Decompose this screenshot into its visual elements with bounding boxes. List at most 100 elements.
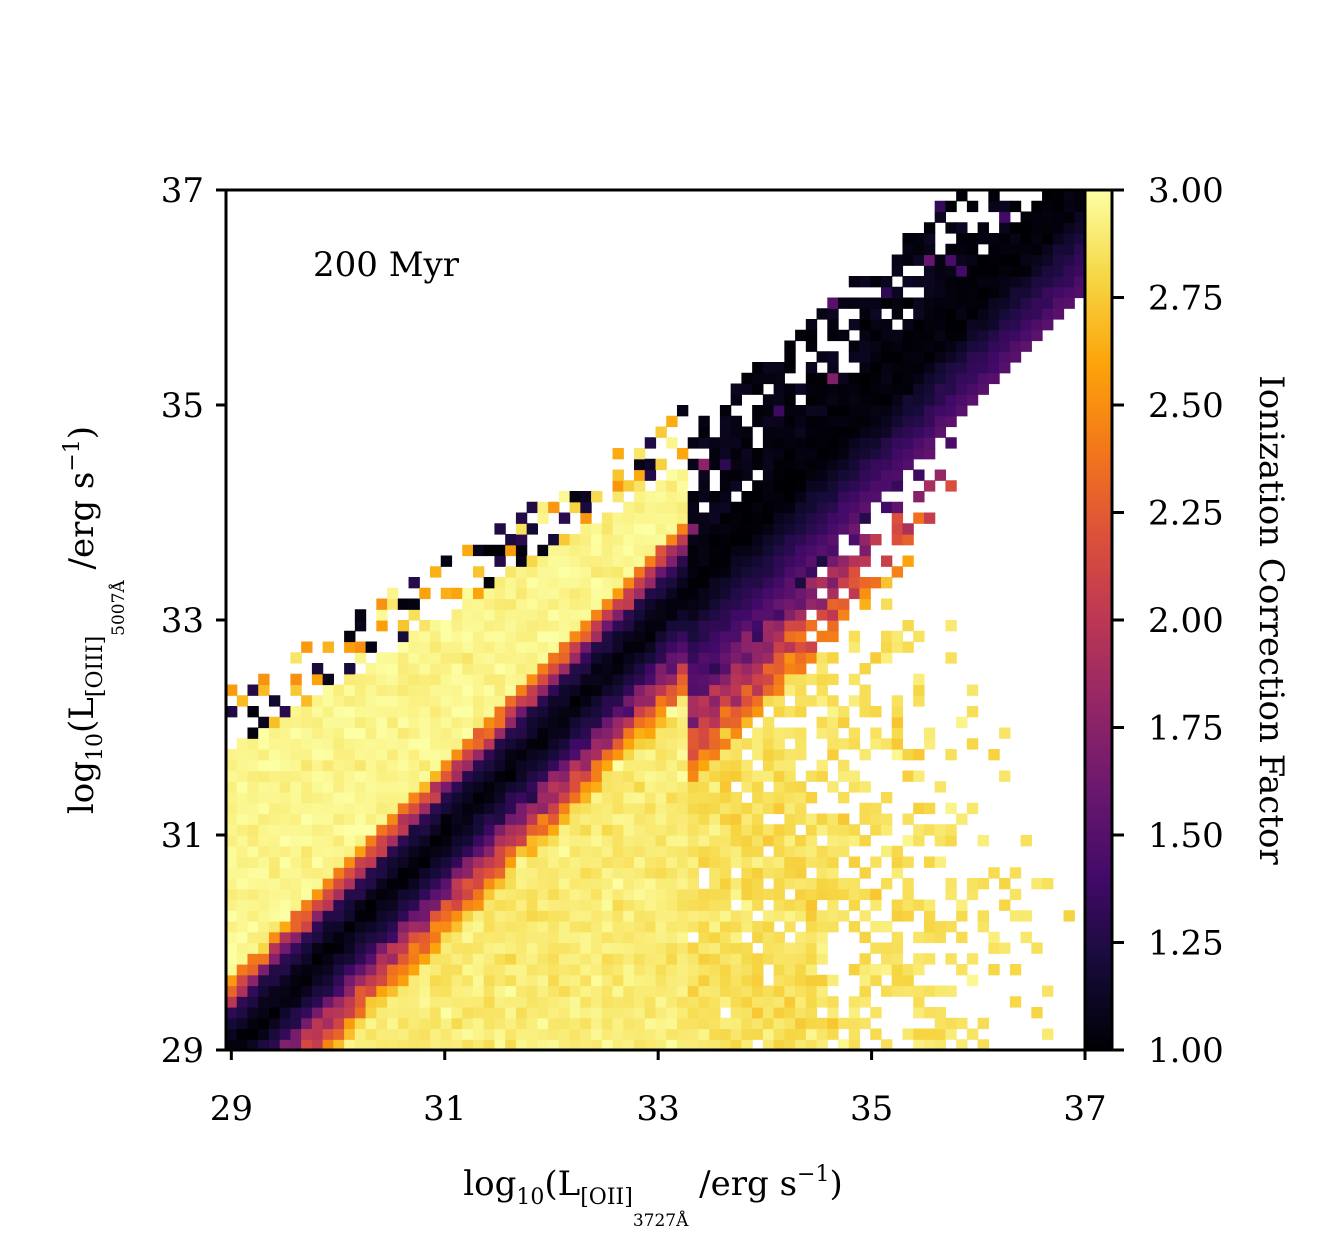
heatmap-cell <box>762 469 775 481</box>
heatmap-cell <box>1020 286 1032 299</box>
heatmap-cell <box>591 888 603 901</box>
heatmap-cell <box>526 598 538 610</box>
heatmap-cell <box>537 921 549 933</box>
heatmap-cell <box>612 534 624 546</box>
heatmap-cell <box>634 577 646 589</box>
heatmap-cell <box>752 523 764 535</box>
heatmap-cell <box>891 566 904 578</box>
heatmap-cell <box>440 620 453 632</box>
heatmap-cell <box>494 974 506 987</box>
heatmap-cell <box>999 200 1011 213</box>
heatmap-cell <box>354 867 367 879</box>
heatmap-cell <box>580 630 592 643</box>
heatmap-cell <box>676 620 689 632</box>
heatmap-cell <box>655 813 667 825</box>
heatmap-cell <box>462 835 474 847</box>
heatmap-cell <box>644 888 657 901</box>
heatmap-cell <box>397 985 410 997</box>
heatmap-cell <box>612 577 624 589</box>
heatmap-cell <box>494 888 506 901</box>
heatmap-cell <box>634 641 646 653</box>
heatmap-cell <box>977 276 989 288</box>
heatmap-cell <box>537 996 549 1008</box>
heatmap-cell <box>612 1017 624 1030</box>
heatmap-cell <box>966 394 979 406</box>
heatmap-cell <box>548 921 560 933</box>
heatmap-cell <box>719 996 732 1008</box>
heatmap-cell <box>634 555 646 567</box>
heatmap-cell <box>494 684 506 696</box>
heatmap-cell <box>419 695 431 707</box>
heatmap-cell <box>762 759 775 772</box>
heatmap-cell <box>655 544 667 557</box>
heatmap-cell <box>365 964 377 976</box>
heatmap-cell <box>322 813 334 825</box>
heatmap-cell <box>945 749 957 761</box>
heatmap-cell <box>354 749 367 761</box>
heatmap-cell <box>999 329 1011 342</box>
heatmap-cell <box>419 910 431 922</box>
heatmap-cell <box>376 1007 388 1019</box>
heatmap-cell <box>612 856 624 868</box>
heatmap-cell <box>365 953 377 965</box>
heatmap-cell <box>902 415 914 428</box>
heatmap-cell <box>601 652 614 664</box>
heatmap-cell <box>387 931 399 944</box>
heatmap-cell <box>451 1039 463 1050</box>
heatmap-cell <box>451 781 463 793</box>
heatmap-cell <box>891 426 904 438</box>
heatmap-cell <box>719 469 732 481</box>
heatmap-cell <box>601 1007 614 1019</box>
heatmap-cell <box>934 265 947 277</box>
heatmap-cell <box>515 931 528 944</box>
heatmap-cell <box>451 996 463 1008</box>
heatmap-cell <box>795 383 807 395</box>
heatmap-cell <box>333 1017 345 1030</box>
heatmap-cell <box>773 501 785 514</box>
heatmap-cell <box>387 856 399 868</box>
heatmap-cell <box>344 781 356 793</box>
heatmap-cell <box>805 641 818 653</box>
heatmap-cell <box>1074 265 1085 277</box>
heatmap-cell <box>1052 297 1065 309</box>
heatmap-cell <box>580 684 592 696</box>
heatmap-cell <box>558 738 571 750</box>
heatmap-cell <box>644 996 657 1008</box>
heatmap-cell <box>666 577 678 589</box>
heatmap-cell <box>569 964 581 976</box>
heatmap-cell <box>558 695 571 707</box>
heatmap-cell <box>719 652 732 664</box>
heatmap-cell <box>752 534 764 546</box>
heatmap-cell <box>526 953 538 965</box>
heatmap-cell <box>816 448 828 460</box>
heatmap-cell <box>268 749 281 761</box>
heatmap-cell <box>344 845 356 858</box>
heatmap-cell <box>548 749 560 761</box>
heatmap-cell <box>472 652 485 664</box>
heatmap-cell <box>934 329 947 342</box>
heatmap-cell <box>1063 254 1075 266</box>
heatmap-cell <box>526 888 538 901</box>
heatmap-cell <box>408 641 420 653</box>
heatmap-cell <box>558 759 571 772</box>
heatmap-cell <box>344 673 356 686</box>
heatmap-cell <box>301 921 313 933</box>
heatmap-cell <box>923 394 936 406</box>
heatmap-cell <box>977 329 989 342</box>
heatmap-cell <box>988 351 1000 363</box>
heatmap-cell <box>666 813 678 825</box>
heatmap-cell <box>569 985 581 997</box>
heatmap-cell <box>655 888 667 901</box>
heatmap-cell <box>752 931 764 944</box>
heatmap-cell <box>580 512 592 524</box>
heatmap-cell <box>945 480 957 492</box>
heatmap-cell <box>805 899 818 911</box>
heatmap-cell <box>709 716 721 729</box>
heatmap-cell <box>945 415 957 428</box>
heatmap-cell <box>333 910 345 922</box>
heatmap-cell <box>1042 233 1054 245</box>
heatmap-cell <box>752 609 764 621</box>
heatmap-cell <box>709 802 721 815</box>
heatmap-cell <box>430 867 442 879</box>
heatmap-cell <box>526 684 538 696</box>
